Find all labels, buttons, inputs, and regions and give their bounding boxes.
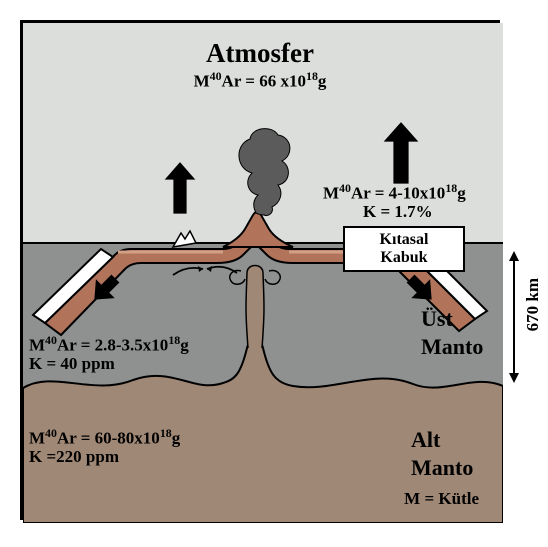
mass-legend: M = Kütle <box>404 488 479 509</box>
um-k: K = 40 ppm <box>29 353 115 374</box>
cc-k: K = 1.7% <box>363 201 433 222</box>
cc-box-line1: Kıtasal <box>345 231 463 249</box>
diagram-frame: AtmosferM40Ar = 66 x1018gM40Ar = 4-10x10… <box>20 20 500 520</box>
lm-k: K =220 ppm <box>29 446 119 467</box>
depth-scale-label: 670 km <box>522 278 543 331</box>
continental-crust-box: KıtasalKabuk <box>343 226 465 272</box>
atmosphere-mass: M40Ar = 66 x1018g <box>23 69 497 92</box>
mantle-plume <box>246 266 264 349</box>
lower-mantle-name: AltManto <box>411 426 473 481</box>
atmosphere-title: Atmosfer <box>23 37 497 71</box>
cc-box-line2: Kabuk <box>345 249 463 267</box>
depth-scale: 670 km <box>506 248 546 388</box>
upper-mantle-name: ÜstManto <box>421 305 483 360</box>
